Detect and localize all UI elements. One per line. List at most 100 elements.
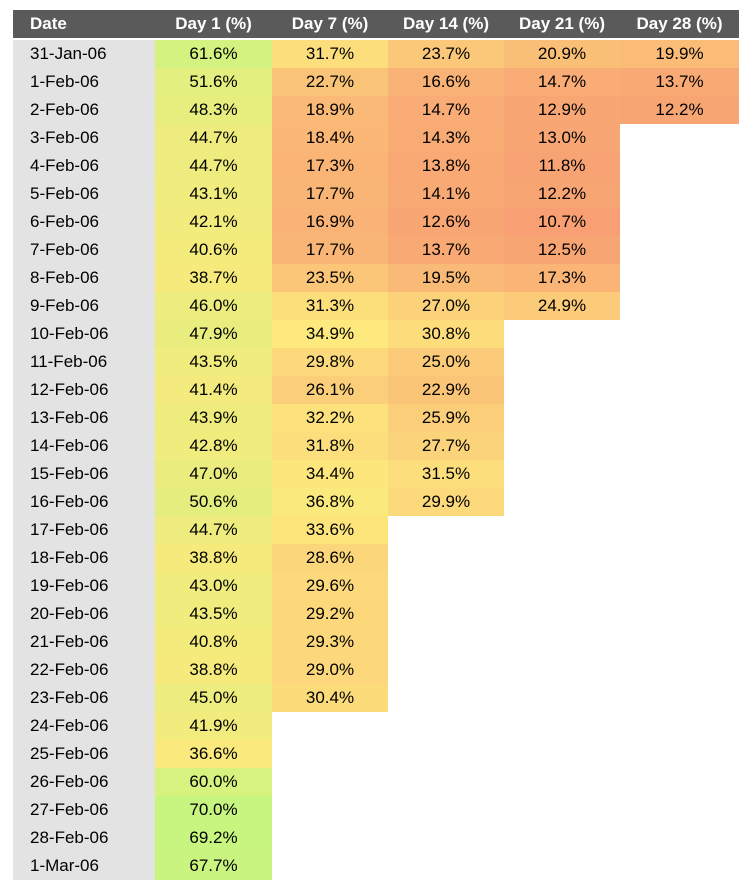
heatmap-cell: 38.8% [155, 544, 272, 572]
heatmap-cell: 40.6% [155, 236, 272, 264]
heatmap-cell: 11.8% [504, 152, 620, 180]
heatmap-cell: 25.9% [388, 404, 504, 432]
row-date: 12-Feb-06 [13, 376, 155, 404]
row-date: 3-Feb-06 [13, 124, 155, 152]
heatmap-cell: 43.5% [155, 600, 272, 628]
row-date: 9-Feb-06 [13, 292, 155, 320]
heatmap-cell: 14.3% [388, 124, 504, 152]
row-date: 1-Mar-06 [13, 852, 155, 880]
heatmap-cell: 10.7% [504, 208, 620, 236]
heatmap-cell: 22.9% [388, 376, 504, 404]
heatmap-cell: 22.7% [272, 68, 388, 96]
heatmap-cell: 18.4% [272, 124, 388, 152]
heatmap-cell: 42.1% [155, 208, 272, 236]
heatmap-cell: 50.6% [155, 488, 272, 516]
heatmap-cell: 26.1% [272, 376, 388, 404]
header-day-col: Day 14 (%) [388, 10, 504, 38]
heatmap-cell: 42.8% [155, 432, 272, 460]
heatmap-cell: 27.0% [388, 292, 504, 320]
header-day-col: Day 7 (%) [272, 10, 388, 38]
heatmap-cell: 43.1% [155, 180, 272, 208]
heatmap-cell: 34.9% [272, 320, 388, 348]
heatmap-cell: 48.3% [155, 96, 272, 124]
heatmap-cell: 44.7% [155, 152, 272, 180]
row-date: 21-Feb-06 [13, 628, 155, 656]
heatmap-cell: 29.9% [388, 488, 504, 516]
heatmap-cell: 24.9% [504, 292, 620, 320]
row-date: 19-Feb-06 [13, 572, 155, 600]
heatmap-cell: 12.5% [504, 236, 620, 264]
header-day-col: Day 21 (%) [504, 10, 620, 38]
row-date: 7-Feb-06 [13, 236, 155, 264]
heatmap-cell: 12.9% [504, 96, 620, 124]
heatmap-cell: 16.9% [272, 208, 388, 236]
heatmap-cell: 12.6% [388, 208, 504, 236]
row-date: 15-Feb-06 [13, 460, 155, 488]
heatmap-cell: 33.6% [272, 516, 388, 544]
row-date: 4-Feb-06 [13, 152, 155, 180]
heatmap-cell: 29.0% [272, 656, 388, 684]
row-date: 24-Feb-06 [13, 712, 155, 740]
row-date: 16-Feb-06 [13, 488, 155, 516]
heatmap-cell: 36.6% [155, 740, 272, 768]
heatmap-cell: 29.3% [272, 628, 388, 656]
heatmap-cell: 67.7% [155, 852, 272, 880]
heatmap-cell: 45.0% [155, 684, 272, 712]
heatmap-cell: 30.4% [272, 684, 388, 712]
header-day-col: Day 1 (%) [155, 10, 272, 38]
heatmap-cell: 60.0% [155, 768, 272, 796]
heatmap-cell: 43.0% [155, 572, 272, 600]
heatmap-cell: 47.9% [155, 320, 272, 348]
heatmap-cell: 69.2% [155, 824, 272, 852]
heatmap-cell: 31.8% [272, 432, 388, 460]
row-date: 6-Feb-06 [13, 208, 155, 236]
heatmap-cell: 32.2% [272, 404, 388, 432]
heatmap-cell: 31.5% [388, 460, 504, 488]
heatmap-cell: 16.6% [388, 68, 504, 96]
heatmap-cell: 12.2% [620, 96, 739, 124]
heatmap-cell: 41.9% [155, 712, 272, 740]
heatmap-cell: 12.2% [504, 180, 620, 208]
row-date: 17-Feb-06 [13, 516, 155, 544]
heatmap-cell: 13.8% [388, 152, 504, 180]
heatmap-cell: 23.5% [272, 264, 388, 292]
heatmap-cell: 23.7% [388, 40, 504, 68]
heatmap-cell: 70.0% [155, 796, 272, 824]
heatmap-cell: 17.7% [272, 236, 388, 264]
row-date: 10-Feb-06 [13, 320, 155, 348]
row-date: 25-Feb-06 [13, 740, 155, 768]
heatmap-cell: 29.6% [272, 572, 388, 600]
header-date: Date [13, 10, 155, 38]
heatmap-cell: 29.8% [272, 348, 388, 376]
row-date: 8-Feb-06 [13, 264, 155, 292]
heatmap-cell: 14.7% [388, 96, 504, 124]
row-date: 20-Feb-06 [13, 600, 155, 628]
heatmap-cell: 28.6% [272, 544, 388, 572]
row-date: 31-Jan-06 [13, 40, 155, 68]
row-date: 26-Feb-06 [13, 768, 155, 796]
row-date: 1-Feb-06 [13, 68, 155, 96]
heatmap-cell: 44.7% [155, 516, 272, 544]
row-date: 23-Feb-06 [13, 684, 155, 712]
heatmap-cell: 47.0% [155, 460, 272, 488]
row-date: 5-Feb-06 [13, 180, 155, 208]
row-date: 28-Feb-06 [13, 824, 155, 852]
heatmap-cell: 19.9% [620, 40, 739, 68]
row-date: 18-Feb-06 [13, 544, 155, 572]
heatmap-cell: 13.7% [388, 236, 504, 264]
heatmap-cell: 14.7% [504, 68, 620, 96]
row-date: 11-Feb-06 [13, 348, 155, 376]
heatmap-cell: 17.3% [504, 264, 620, 292]
heatmap-cell: 38.7% [155, 264, 272, 292]
heatmap-cell: 31.3% [272, 292, 388, 320]
heatmap-cell: 41.4% [155, 376, 272, 404]
heatmap-cell: 44.7% [155, 124, 272, 152]
heatmap-cell: 34.4% [272, 460, 388, 488]
heatmap-cell: 18.9% [272, 96, 388, 124]
header-day-col: Day 28 (%) [620, 10, 739, 38]
heatmap-cell: 13.7% [620, 68, 739, 96]
row-date: 22-Feb-06 [13, 656, 155, 684]
row-date: 14-Feb-06 [13, 432, 155, 460]
row-date: 27-Feb-06 [13, 796, 155, 824]
row-date: 2-Feb-06 [13, 96, 155, 124]
